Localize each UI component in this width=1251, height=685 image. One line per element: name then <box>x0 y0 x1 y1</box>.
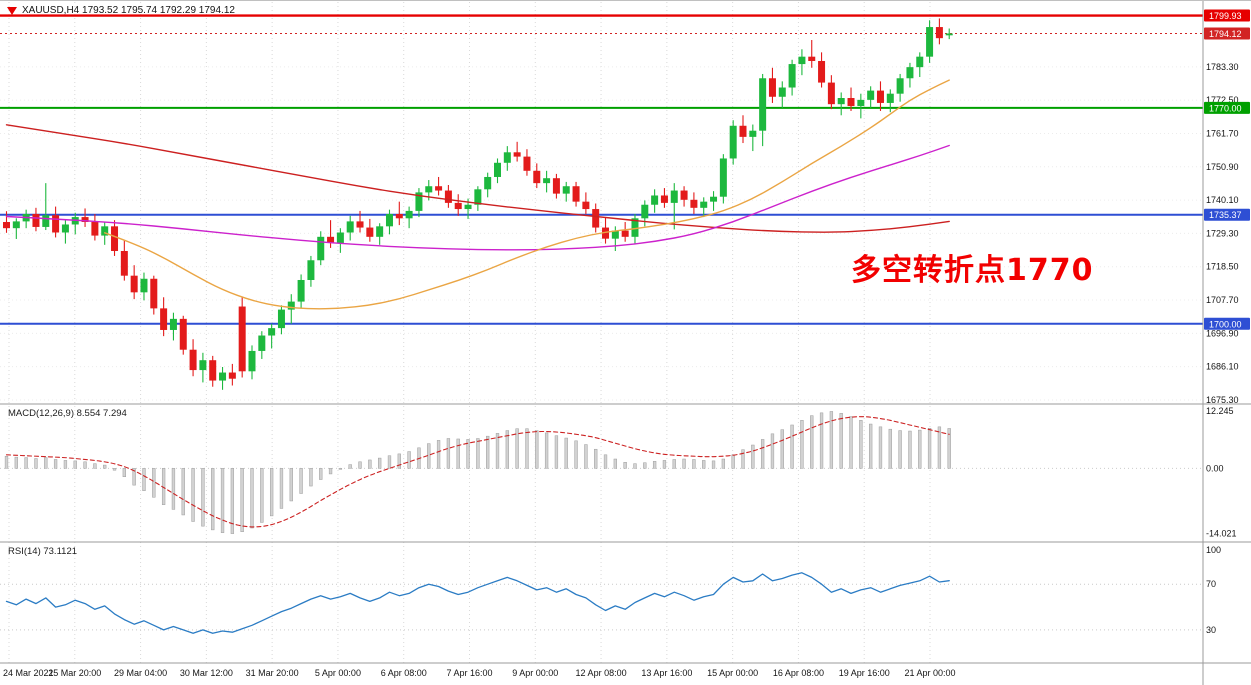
svg-text:24 Mar 2021: 24 Mar 2021 <box>3 668 54 678</box>
svg-text:1794.12: 1794.12 <box>1209 29 1242 39</box>
svg-text:1783.30: 1783.30 <box>1206 62 1239 72</box>
svg-text:31 Mar 20:00: 31 Mar 20:00 <box>246 668 299 678</box>
svg-text:1772.50: 1772.50 <box>1206 95 1239 105</box>
ma-slow <box>5 124 950 233</box>
svg-text:5 Apr 00:00: 5 Apr 00:00 <box>315 668 361 678</box>
svg-text:1735.37: 1735.37 <box>1209 210 1242 220</box>
svg-text:30: 30 <box>1206 625 1216 635</box>
sell-marker-icon <box>7 6 17 15</box>
rsi-indicator-label: RSI(14) 73.1121 <box>8 546 78 557</box>
svg-text:19 Apr 16:00: 19 Apr 16:00 <box>839 668 890 678</box>
chart-title-text: XAUUSD,H4 1793.52 1795.74 1792.29 1794.1… <box>22 5 235 16</box>
svg-text:25 Mar 20:00: 25 Mar 20:00 <box>48 668 101 678</box>
svg-text:1696.90: 1696.90 <box>1206 328 1239 338</box>
rsi-levels <box>0 583 1203 631</box>
price-axis: 1783.30 1772.50 1761.70 1750.90 1740.10 1729.… <box>1206 62 1239 635</box>
ma-medium <box>5 144 950 251</box>
svg-text:1718.50: 1718.50 <box>1206 262 1239 272</box>
svg-text:1675.30: 1675.30 <box>1206 395 1239 405</box>
rsi-line <box>5 572 950 634</box>
svg-text:-14.021: -14.021 <box>1206 529 1237 539</box>
chart-annotation-text[interactable]: 多空转折点1770 <box>851 253 1094 288</box>
svg-text:100: 100 <box>1206 545 1221 555</box>
svg-text:1770.00: 1770.00 <box>1209 103 1242 113</box>
ma-fast <box>104 79 950 310</box>
price-levels[interactable] <box>0 14 1203 325</box>
price-tags[interactable]: 1799.93 1794.12 1770.00 1735.37 1700.00 <box>1204 9 1250 330</box>
svg-text:9 Apr 00:00: 9 Apr 00:00 <box>512 668 558 678</box>
svg-text:1761.70: 1761.70 <box>1206 128 1239 138</box>
svg-text:1799.93: 1799.93 <box>1209 11 1242 21</box>
svg-text:16 Apr 08:00: 16 Apr 08:00 <box>773 668 824 678</box>
svg-text:13 Apr 16:00: 13 Apr 16:00 <box>641 668 692 678</box>
svg-text:1707.70: 1707.70 <box>1206 295 1239 305</box>
svg-text:1729.30: 1729.30 <box>1206 228 1239 238</box>
svg-text:12 Apr 08:00: 12 Apr 08:00 <box>576 668 627 678</box>
svg-text:1700.00: 1700.00 <box>1209 319 1242 329</box>
macd-indicator-label: MACD(12,26,9) 8.554 7.294 <box>8 408 127 419</box>
macd-histogram <box>4 411 951 534</box>
svg-text:21 Apr 00:00: 21 Apr 00:00 <box>904 668 955 678</box>
svg-text:1686.10: 1686.10 <box>1206 362 1239 372</box>
svg-text:7 Apr 16:00: 7 Apr 16:00 <box>446 668 492 678</box>
candlestick-series <box>3 18 953 390</box>
svg-text:70: 70 <box>1206 579 1216 589</box>
chart-title: XAUUSD,H4 1793.52 1795.74 1792.29 1794.1… <box>7 5 235 16</box>
svg-text:12.245: 12.245 <box>1206 406 1234 416</box>
svg-text:15 Apr 00:00: 15 Apr 00:00 <box>707 668 758 678</box>
svg-text:1750.90: 1750.90 <box>1206 162 1239 172</box>
svg-text:29 Mar 04:00: 29 Mar 04:00 <box>114 668 167 678</box>
svg-text:1740.10: 1740.10 <box>1206 195 1239 205</box>
svg-text:0.00: 0.00 <box>1206 463 1224 473</box>
svg-text:30 Mar 12:00: 30 Mar 12:00 <box>180 668 233 678</box>
svg-text:6 Apr 08:00: 6 Apr 08:00 <box>381 668 427 678</box>
macd-signal-line <box>5 416 950 528</box>
